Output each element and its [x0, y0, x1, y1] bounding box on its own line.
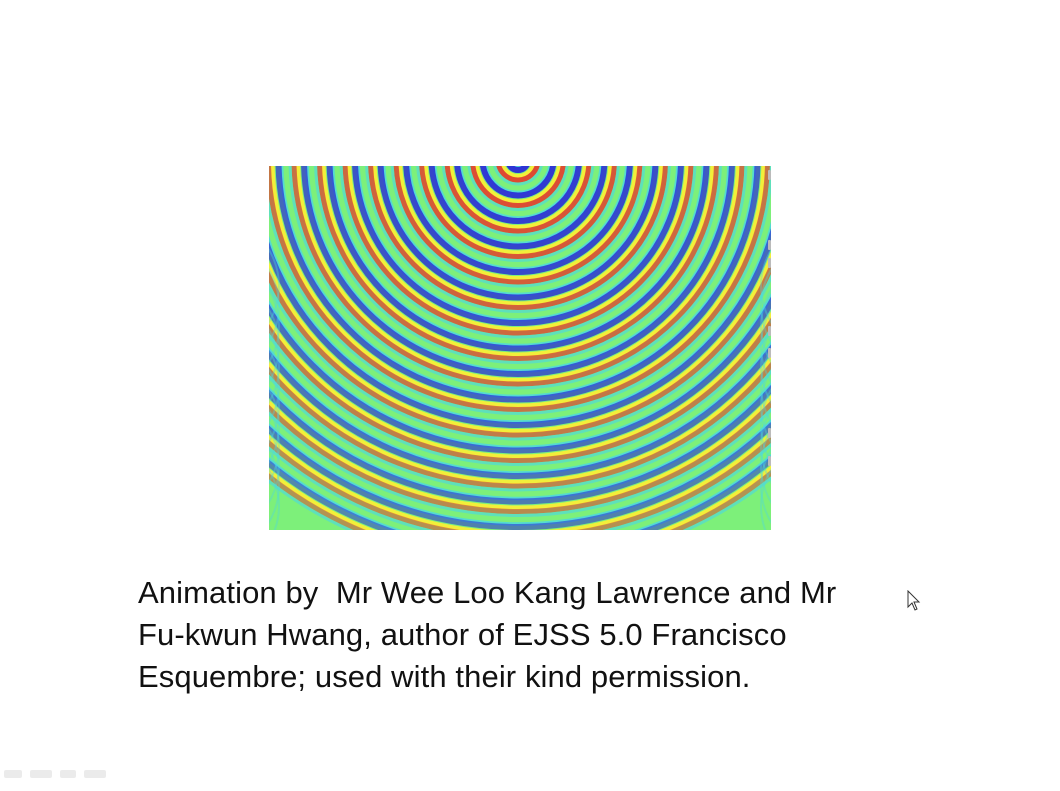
wave-front: [275, 166, 761, 403]
wave-front: [269, 251, 771, 433]
edge-ripple: [269, 468, 280, 530]
edge-ripple: [760, 468, 771, 530]
wave-front: [474, 166, 562, 204]
wave-front: [449, 166, 587, 229]
wave-front: [269, 419, 771, 526]
animation-edge-marks: [766, 166, 774, 530]
wave-interference-pattern: [269, 166, 771, 530]
wave-front: [467, 166, 569, 211]
edge-ripple: [269, 428, 280, 504]
edge-ripple: [269, 328, 280, 404]
edge-ripple: [269, 448, 280, 524]
wave-front: [269, 369, 771, 492]
wave-front: [317, 166, 719, 361]
wave-front: [326, 166, 710, 352]
mouse-pointer-icon: [907, 590, 921, 611]
edge-ripple: [760, 448, 771, 524]
wave-front: [398, 166, 638, 280]
caption-line-1: Animation by Mr Wee Loo Kang Lawrence an…: [138, 575, 837, 610]
wave-front: [296, 166, 740, 382]
wave-front: [269, 344, 771, 479]
wave-front: [479, 166, 557, 199]
wave-front: [496, 166, 540, 183]
edge-ripple: [269, 368, 280, 444]
edge-ripple: [760, 388, 771, 464]
wave-front: [428, 166, 608, 250]
wave-front: [441, 166, 595, 237]
wave-front: [419, 166, 617, 259]
wave-front: [339, 166, 697, 339]
wave-front: [269, 355, 771, 484]
wave-front: [506, 166, 530, 173]
wave-front: [321, 166, 715, 357]
wave-front: [269, 395, 771, 510]
attribution-caption: Animation by Mr Wee Loo Kang Lawrence an…: [138, 572, 938, 698]
wave-front: [377, 166, 659, 301]
wave-front: [269, 407, 771, 517]
wave-front: [403, 166, 633, 275]
wave-front: [269, 273, 771, 441]
wave-front: [372, 166, 664, 306]
edge-ripple: [269, 408, 280, 484]
wave-front: [393, 166, 643, 285]
wave-front: [423, 166, 613, 255]
caption-line-2: Fu-kwun Hwang, author of EJSS 5.0 Franci…: [138, 617, 787, 652]
player-controls-faint: [4, 766, 134, 782]
wave-front: [365, 166, 671, 313]
wave-front: [269, 296, 771, 454]
wave-front: [269, 166, 771, 415]
edge-ripple: [760, 348, 771, 424]
wave-front: [493, 166, 543, 186]
edge-ripple: [760, 408, 771, 484]
edge-ripple: [760, 328, 771, 404]
wave-front: [269, 400, 771, 514]
edge-ripple: [760, 368, 771, 444]
wave-front: [269, 421, 771, 530]
wave-front: [269, 361, 771, 489]
edge-ripple: [269, 288, 280, 364]
wave-front: [390, 166, 646, 288]
wave-front: [269, 261, 771, 438]
wave-front: [416, 166, 620, 262]
edge-ripple: [760, 288, 771, 364]
wave-front: [347, 166, 689, 331]
edge-ripple: [760, 248, 771, 324]
edge-ripple: [269, 268, 280, 344]
caption-line-3: Esquembre; used with their kind permissi…: [138, 659, 751, 694]
edge-ripple: [760, 268, 771, 344]
wave-front: [501, 166, 535, 178]
wave-front: [269, 166, 770, 412]
wave-animation[interactable]: [269, 166, 771, 530]
wave-front: [470, 166, 566, 208]
wave-front: [368, 166, 668, 310]
wave-front: [444, 166, 592, 234]
wave-front: [269, 227, 771, 428]
wave-front: [301, 166, 735, 377]
wave-front: [269, 317, 771, 463]
wave-front: [269, 310, 771, 459]
wave-front: [352, 166, 684, 326]
wave-front: [270, 166, 766, 408]
wave-front: [288, 166, 748, 390]
edge-ripple: [760, 428, 771, 504]
edge-ripple: [269, 388, 280, 464]
edge-ripple: [760, 308, 771, 384]
wave-front: [342, 166, 694, 336]
wave-front: [314, 166, 722, 364]
wave-front: [454, 166, 582, 224]
edge-ripple: [269, 348, 280, 424]
edge-ripple: [269, 248, 280, 324]
wave-front: [269, 384, 771, 505]
wave-front: [269, 326, 771, 466]
edge-ripple: [269, 308, 280, 384]
wave-front: [291, 166, 745, 387]
